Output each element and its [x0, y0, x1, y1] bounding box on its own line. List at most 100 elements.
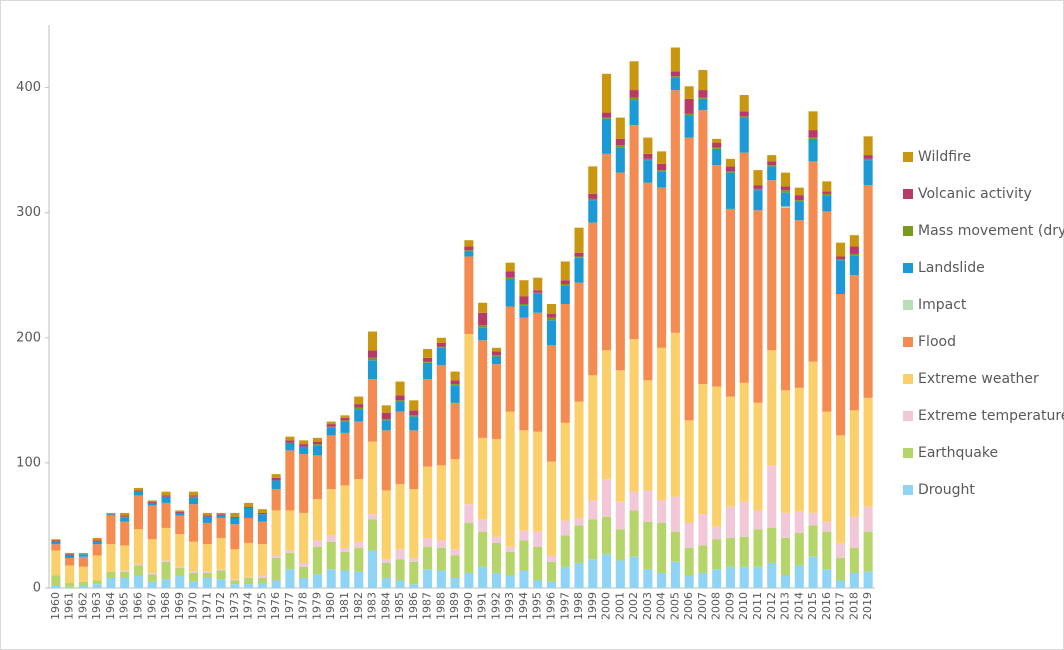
bar-segment [92, 580, 102, 585]
bar-segment [739, 382, 749, 502]
bar-segment [670, 71, 680, 77]
bar-segment [147, 505, 157, 540]
bar-segment [299, 440, 309, 445]
x-tick-label: 1983 [366, 592, 379, 620]
bar-segment [657, 151, 667, 164]
bar-segment [65, 582, 75, 587]
bar-segment [684, 420, 694, 523]
bar-segment [780, 207, 791, 391]
bar-segment [546, 555, 557, 562]
bar-segment [436, 347, 446, 366]
bar-segment [643, 153, 653, 159]
bar-segment [189, 571, 199, 573]
bar-segment [65, 586, 75, 588]
bar-segment [285, 450, 295, 511]
bar-segment [629, 491, 639, 511]
x-tick-label: 1986 [407, 592, 420, 620]
bar-segment [780, 390, 791, 513]
bar-segment [92, 541, 102, 545]
bar-segment [725, 171, 735, 173]
bar-segment [836, 435, 846, 543]
bar-segment [381, 577, 391, 588]
bar-segment [725, 208, 735, 397]
bar-segment [560, 303, 570, 423]
bar-segment [299, 446, 309, 455]
bar-segment [161, 496, 171, 503]
bar-segment [836, 258, 846, 261]
bar-segment [574, 525, 584, 563]
bar-segment [505, 411, 515, 547]
bar-segment [436, 337, 446, 343]
bar-segment [299, 562, 309, 567]
x-tick-label: 1981 [338, 592, 351, 620]
bar-segment [230, 579, 240, 581]
bar-segment [423, 537, 433, 547]
legend-label: Wildfire [918, 149, 971, 165]
bar-segment [657, 170, 667, 172]
bar-segment [725, 172, 735, 209]
bar-segment [450, 402, 460, 460]
bar-segment [629, 61, 639, 91]
bar-segment [546, 581, 557, 588]
bar-segment [244, 502, 254, 507]
bar-segment [51, 585, 61, 588]
bar-segment [560, 422, 570, 521]
bar-segment [423, 569, 433, 588]
bar-segment [51, 575, 61, 586]
bar-segment [423, 361, 433, 363]
x-tick-label: 1973 [228, 592, 241, 620]
bar-segment [588, 200, 598, 223]
bar-segment [326, 427, 336, 436]
bar-segment [808, 361, 818, 513]
x-tick-label: 1982 [352, 592, 365, 620]
bar-segment [244, 577, 254, 585]
bar-segment [367, 519, 378, 551]
x-tick-label: 1987 [421, 592, 434, 620]
bar-segment [271, 480, 281, 490]
bar-segment [202, 515, 212, 517]
bar-segment [354, 407, 364, 410]
y-tick-label: 200 [16, 330, 41, 345]
bar-segment [725, 158, 735, 167]
bar-segment [230, 549, 240, 580]
bar-segment [312, 455, 322, 500]
bar-segment [92, 555, 102, 581]
bar-segment [106, 514, 116, 516]
bar-segment [120, 517, 130, 522]
legend-label: Impact [918, 297, 967, 313]
bar-segment [574, 252, 584, 257]
x-tick-label: 1991 [476, 592, 489, 620]
bar-segment [450, 371, 460, 381]
bar-segment [533, 312, 543, 432]
bar-segment [808, 161, 818, 362]
bar-segment [684, 547, 694, 576]
x-tick-label: 2017 [834, 592, 847, 620]
bar-segment [271, 477, 281, 481]
bar-segment [381, 430, 391, 491]
bar-segment [505, 277, 515, 279]
bar-segment [643, 182, 653, 381]
bar-segment [367, 550, 378, 588]
bar-segment [794, 195, 804, 201]
bar-segment [698, 545, 708, 573]
bar-segment [863, 160, 873, 186]
bar-segment [450, 577, 460, 588]
bar-segment [657, 171, 667, 188]
bar-segment [147, 500, 157, 502]
x-tick-label: 1996 [544, 592, 557, 620]
bar-segment [354, 479, 364, 542]
x-tick-label: 1999 [586, 592, 599, 620]
bar-segment [51, 541, 61, 545]
bar-segment [560, 261, 570, 281]
bar-segment [464, 256, 474, 335]
bar-segment [312, 445, 322, 456]
x-tick-label: 1962 [76, 592, 89, 620]
bar-segment [202, 572, 212, 578]
bar-segment [863, 136, 873, 156]
legend-label: Landslide [918, 260, 985, 276]
bar-segment [849, 572, 859, 588]
bar-segment [505, 551, 515, 576]
bar-segment [602, 350, 612, 480]
x-tick-label: 1992 [489, 592, 502, 620]
legend-swatch [903, 226, 913, 236]
